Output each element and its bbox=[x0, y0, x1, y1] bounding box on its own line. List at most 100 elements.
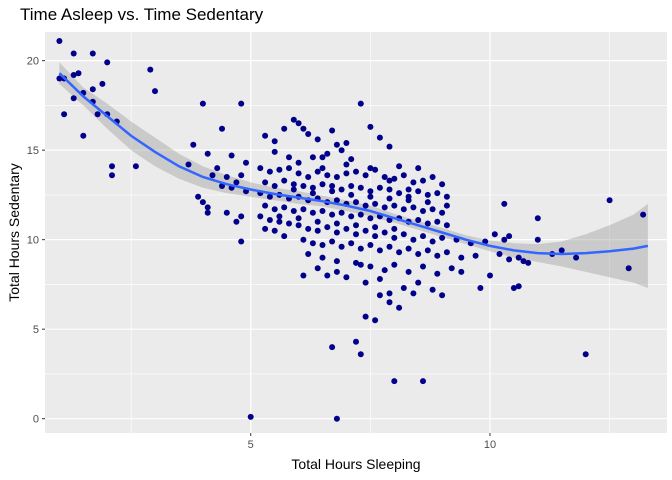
data-point bbox=[558, 247, 565, 254]
data-point bbox=[396, 304, 403, 311]
data-point bbox=[405, 268, 412, 275]
data-point bbox=[448, 265, 455, 272]
data-point bbox=[281, 177, 288, 184]
data-point bbox=[362, 227, 369, 234]
data-point bbox=[271, 148, 278, 155]
data-point bbox=[319, 208, 326, 214]
data-point bbox=[333, 415, 340, 422]
data-point bbox=[396, 163, 403, 170]
data-point bbox=[262, 179, 269, 186]
data-point bbox=[324, 172, 331, 179]
data-point bbox=[391, 175, 398, 182]
data-point bbox=[434, 218, 441, 225]
data-point bbox=[386, 243, 393, 250]
data-point bbox=[420, 208, 426, 214]
data-point bbox=[266, 217, 273, 223]
data-point bbox=[362, 172, 369, 179]
data-point bbox=[223, 209, 230, 216]
x-tick-label: 10 bbox=[484, 439, 496, 451]
data-point bbox=[75, 70, 82, 77]
data-point bbox=[415, 217, 422, 223]
data-point bbox=[152, 88, 158, 95]
data-point bbox=[99, 80, 106, 87]
data-point bbox=[439, 292, 446, 299]
data-point bbox=[429, 238, 436, 245]
data-point bbox=[420, 177, 426, 184]
data-point bbox=[238, 100, 245, 107]
data-point bbox=[415, 188, 422, 195]
x-tick-label: 5 bbox=[248, 439, 254, 451]
data-point bbox=[329, 127, 336, 134]
data-point bbox=[56, 38, 63, 44]
data-point bbox=[400, 285, 407, 291]
data-point bbox=[405, 186, 412, 193]
data-point bbox=[376, 184, 383, 191]
data-point bbox=[329, 344, 336, 351]
data-point bbox=[276, 218, 283, 225]
data-point bbox=[276, 166, 283, 173]
data-point bbox=[424, 191, 431, 198]
data-point bbox=[367, 193, 374, 200]
data-point bbox=[381, 174, 388, 180]
data-point bbox=[372, 224, 379, 231]
data-point bbox=[290, 186, 297, 193]
data-point bbox=[286, 165, 292, 172]
data-point bbox=[300, 206, 307, 213]
data-point bbox=[233, 218, 240, 225]
data-point bbox=[353, 338, 359, 345]
data-point bbox=[314, 265, 321, 272]
data-point bbox=[281, 233, 288, 240]
data-point bbox=[443, 202, 450, 209]
data-point bbox=[300, 183, 307, 189]
data-point bbox=[276, 213, 283, 220]
data-point bbox=[525, 259, 532, 266]
data-point bbox=[233, 179, 240, 186]
data-point bbox=[491, 231, 498, 238]
data-point bbox=[357, 261, 364, 268]
data-point bbox=[357, 211, 364, 218]
data-point bbox=[228, 152, 235, 159]
data-point bbox=[434, 252, 441, 259]
data-point bbox=[367, 242, 374, 248]
data-point bbox=[501, 236, 508, 243]
data-point bbox=[353, 231, 359, 238]
data-point bbox=[333, 141, 340, 148]
data-point bbox=[386, 299, 393, 306]
data-point bbox=[338, 186, 345, 193]
data-point bbox=[333, 258, 340, 265]
data-point bbox=[329, 238, 336, 245]
data-point bbox=[290, 181, 297, 188]
data-point bbox=[333, 268, 340, 275]
data-point bbox=[415, 251, 422, 257]
data-point bbox=[348, 240, 355, 247]
data-point bbox=[132, 163, 139, 170]
data-point bbox=[314, 218, 321, 225]
data-point bbox=[281, 125, 288, 132]
data-point bbox=[243, 159, 249, 166]
data-point bbox=[70, 50, 77, 57]
data-point bbox=[443, 249, 450, 256]
data-point bbox=[56, 75, 63, 82]
data-point bbox=[257, 165, 264, 172]
data-point bbox=[367, 215, 374, 222]
data-point bbox=[271, 206, 278, 213]
data-point bbox=[333, 174, 340, 180]
data-point bbox=[70, 95, 77, 102]
data-point bbox=[319, 181, 326, 188]
data-point bbox=[319, 165, 326, 172]
data-point bbox=[386, 290, 393, 297]
data-point bbox=[386, 143, 393, 150]
data-point bbox=[367, 165, 374, 172]
data-point bbox=[271, 183, 278, 189]
data-point bbox=[410, 179, 417, 186]
data-point bbox=[314, 136, 321, 143]
data-point bbox=[376, 276, 383, 282]
data-point bbox=[410, 236, 417, 243]
data-point bbox=[640, 211, 647, 218]
x-axis-label: Total Hours Sleeping bbox=[291, 456, 420, 472]
chart-title: Time Asleep vs. Time Sedentary bbox=[20, 5, 264, 24]
data-point bbox=[199, 100, 206, 107]
data-point bbox=[357, 100, 364, 107]
data-point bbox=[367, 188, 374, 195]
data-point bbox=[89, 50, 96, 57]
